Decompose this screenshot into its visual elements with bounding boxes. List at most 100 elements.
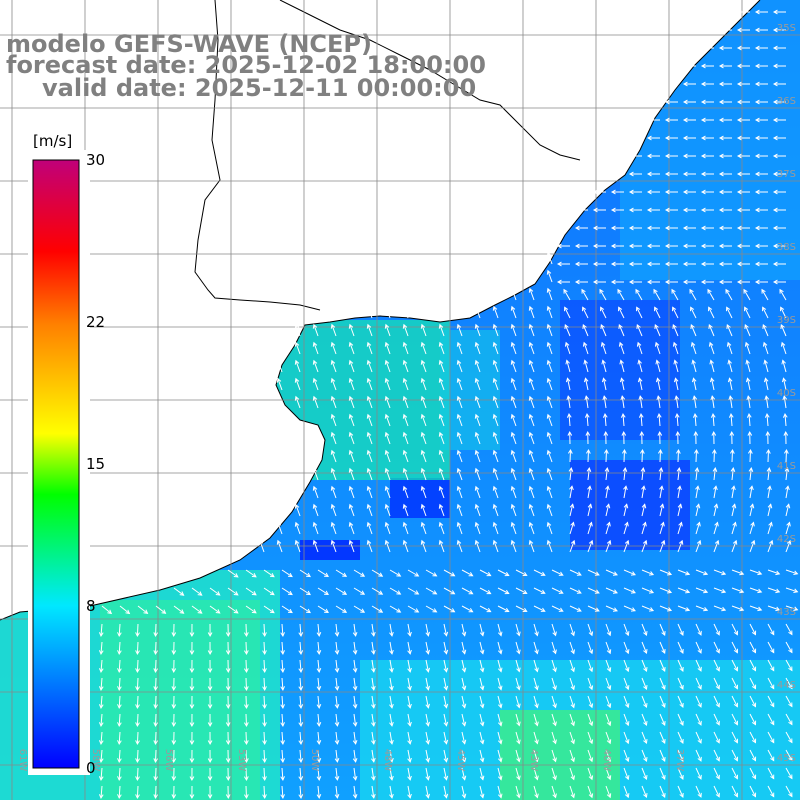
wind-arrow [421,486,427,499]
wind-arrow [695,569,708,575]
wind-arrow [245,641,247,655]
wind-arrow [367,522,373,535]
wind-arrow [313,396,319,409]
wind-arrow [461,695,466,708]
wind-arrow-head [736,81,742,87]
wind-arrow [785,569,798,575]
wind-arrow [389,749,393,762]
wind-arrow-head [492,305,498,311]
wind-arrow-head [638,395,644,401]
wind-arrow [695,522,700,535]
wind-arrow-head [733,738,738,744]
wind-arrow-head [715,792,720,798]
wind-arrow [461,677,466,690]
wind-arrow [695,695,702,708]
wind-arrow [677,713,684,726]
wind-arrow [585,396,589,409]
wind-arrow-head [710,412,716,418]
wind-arrow-head [718,171,724,177]
wind-arrow-head [334,740,340,745]
wind-arrow [371,659,375,672]
wind-arrow-head [504,607,510,613]
wind-arrow [569,731,575,744]
wind-arrow-head [330,341,336,347]
wind-arrow [497,785,502,798]
wind-arrow-head [420,359,426,365]
wind-arrow [569,587,582,594]
wind-arrow-head [786,539,792,545]
wind-arrow-head [793,570,799,575]
wind-arrow [533,785,538,798]
wind-arrow-head [558,607,564,612]
wind-arrow-head [673,377,679,383]
wind-arrow-head [225,650,231,656]
wind-arrow [349,360,355,373]
wind-arrow-head [389,685,394,691]
wind-arrow [371,731,375,744]
wind-arrow-head [420,377,426,383]
wind-arrow-head [474,485,480,491]
wind-arrow-head [700,207,706,213]
wind-arrow [709,342,715,355]
wind-arrow [749,767,756,779]
wind-arrow-head [366,485,372,491]
wind-arrow-head [407,793,412,799]
coastline [0,0,761,621]
wind-arrow [605,749,611,762]
wind-arrow-head [713,485,718,491]
wind-arrow-head [610,261,616,267]
wind-arrow-head [312,395,318,401]
wind-arrow [457,504,463,517]
wind-arrow [299,785,302,799]
wind-arrow-head [745,377,751,383]
wind-arrow-head [348,341,354,347]
wind-arrow-head [781,377,787,383]
wind-arrow-head [153,776,159,782]
wind-arrow-head [594,589,600,594]
wind-arrow-head [135,650,140,656]
wind-arrow [640,413,643,427]
wind-arrow-head [736,9,742,15]
wind-arrow [582,307,589,319]
wind-arrow [601,342,607,355]
wind-arrow-head [348,431,354,437]
wind-arrow-head [342,590,348,595]
wind-arrow-head [624,539,630,545]
wind-arrow [317,587,329,595]
wind-arrow-head [673,359,678,365]
wind-arrow [155,767,157,781]
wind-arrow-head [570,703,575,709]
wind-arrow [729,378,733,391]
wind-arrow-head [98,686,104,692]
wind-arrow-head [370,739,376,745]
wind-arrow-head [432,572,438,577]
wind-arrow-head [782,395,788,401]
wind-arrow-head [746,395,752,401]
wind-arrow [727,342,733,355]
wind-arrow [443,713,447,726]
wind-arrow-head [153,758,159,764]
wind-arrow [277,540,283,553]
wind-arrow [767,623,775,635]
wind-arrow [641,677,647,690]
wind-arrow [443,641,447,654]
wind-arrow-head [312,467,318,473]
wind-arrow [747,396,751,409]
wind-arrow-head [189,704,195,710]
wind-arrow-head [715,648,720,654]
wind-arrow [155,659,157,673]
wind-arrow-head [658,467,664,472]
wind-arrow [245,695,247,709]
wind-arrow-head [570,667,575,673]
wind-arrow-head [754,261,760,267]
wind-arrow-head [757,570,763,576]
wind-arrow [299,659,302,673]
wind-arrow-head [772,207,778,213]
wind-arrow-head [316,740,322,745]
wind-arrow [493,342,499,355]
wind-arrow [353,677,357,690]
wind-arrow-head [215,609,221,614]
wind-arrow [749,540,755,553]
wind-arrow [191,605,202,614]
wind-arrow-head [384,305,390,311]
